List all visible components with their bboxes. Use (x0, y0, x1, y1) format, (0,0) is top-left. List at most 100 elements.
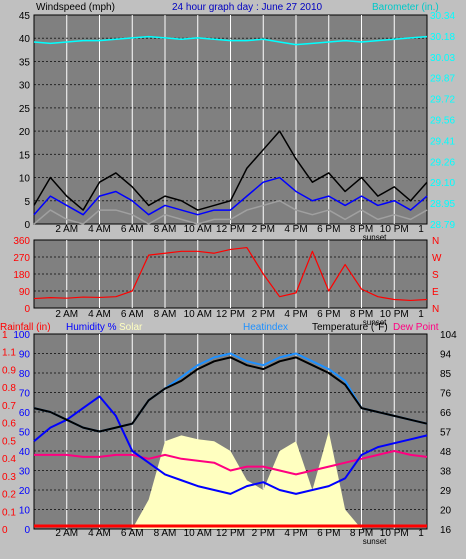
solar-series (34, 431, 427, 529)
ytick-right-0-6: 29.41 (430, 136, 455, 147)
graph-title: 24 hour graph day : June 27 2010 (172, 2, 323, 13)
xtick-2-5: 12 PM (216, 528, 245, 539)
dewpoint-line (34, 450, 428, 476)
legend-humidity: Humidity % (66, 322, 117, 333)
ytick-left-2-1: 90 (19, 350, 31, 361)
xtick-0-4: 10 AM (184, 224, 212, 235)
rain-tick-11: 0 (2, 525, 8, 536)
ytick-left-2-6: 40 (19, 447, 31, 458)
legend-rainfall: Rainfall (in) (0, 322, 51, 333)
xtick-1-4: 10 AM (184, 309, 212, 320)
xtick-1-11: 1 (418, 309, 424, 320)
solar-area (34, 431, 427, 529)
xtick-2-11: 1 (418, 528, 424, 539)
rain-tick-0: 1 (2, 330, 8, 341)
ytick-right-2-4: 66 (440, 408, 452, 419)
ytick-left-0-2: 35 (19, 57, 31, 68)
ytick-right-2-0: 104 (440, 330, 457, 341)
xtick-1-10: 10 PM (380, 309, 409, 320)
ytick-left-2-8: 20 (19, 486, 31, 497)
temperature-line (33, 356, 428, 433)
ytick-right-2-3: 76 (440, 389, 452, 400)
ytick-left-1-1: 270 (13, 253, 30, 264)
xtick-2-8: 6 PM (317, 528, 340, 539)
ytick-right-1-2: S (432, 270, 439, 281)
rain-tick-6: 0.5 (2, 436, 16, 447)
rain-tick-2: 0.9 (2, 365, 16, 376)
xtick-0-11: 1 (418, 224, 424, 235)
xtick-0-1: 4 AM (88, 224, 111, 235)
ytick-left-0-7: 10 (19, 174, 31, 185)
xtick-1-7: 4 PM (284, 309, 307, 320)
ytick-left-2-7: 30 (19, 467, 31, 478)
ytick-left-2-5: 50 (19, 428, 31, 439)
ytick-right-2-8: 29 (440, 486, 452, 497)
wind-direction-line (33, 246, 428, 302)
ytick-right-0-10: 28.79 (430, 220, 455, 231)
xtick-0-10: 10 PM (380, 224, 409, 235)
rain-tick-1: 1.1 (2, 348, 16, 359)
xtick-0-5: 12 PM (216, 224, 245, 235)
ytick-right-0-9: 28.95 (430, 199, 455, 210)
ytick-left-1-0: 360 (13, 236, 30, 247)
xtick-2-4: 10 AM (184, 528, 212, 539)
ytick-right-0-4: 29.72 (430, 95, 455, 106)
barometer-axis-title: Barometer (in.) (372, 2, 439, 13)
windspeed-axis-title: Windspeed (mph) (36, 2, 115, 13)
barometer-line (33, 35, 428, 46)
legend-solar: Solar (119, 322, 143, 333)
xtick-2-10: 10 PM (380, 528, 409, 539)
ytick-right-0-5: 29.56 (430, 116, 455, 127)
ytick-right-2-10: 16 (440, 525, 452, 536)
ytick-left-2-2: 80 (19, 369, 31, 380)
xtick-1-2: 6 AM (121, 309, 144, 320)
xtick-1-1: 4 AM (88, 309, 111, 320)
xtick-2-1: 4 AM (88, 528, 111, 539)
ytick-left-0-1: 40 (19, 34, 31, 45)
ytick-left-2-10: 0 (24, 525, 30, 536)
xtick-2-2: 6 AM (121, 528, 144, 539)
rain-tick-9: 0.2 (2, 490, 16, 501)
xtick-0-0: 2 AM (55, 224, 78, 235)
ytick-left-0-5: 20 (19, 127, 31, 138)
wind-lull-line (33, 200, 428, 225)
legend-heatindex: Heatindex (243, 322, 288, 333)
ytick-left-0-9: 0 (24, 220, 30, 231)
ytick-right-0-2: 30.03 (430, 53, 455, 64)
xtick-0-8: 6 PM (317, 224, 340, 235)
ytick-right-0-1: 30.18 (430, 32, 455, 43)
legend-dewpoint: Dew Point (393, 322, 439, 333)
ytick-right-2-7: 38 (440, 467, 452, 478)
ytick-left-0-8: 5 (24, 197, 30, 208)
xtick-0-2: 6 AM (121, 224, 144, 235)
sunset-label-1: sunset (363, 318, 387, 327)
xtick-2-0: 2 AM (55, 528, 78, 539)
ytick-right-1-1: W (432, 253, 442, 264)
ytick-right-1-4: N (432, 304, 439, 315)
ytick-right-1-3: E (432, 287, 439, 298)
wind-gust-line (33, 130, 428, 211)
axis-ticks: 45403530252015105030.3430.1830.0329.8729… (2, 11, 457, 546)
ytick-right-2-6: 48 (440, 447, 452, 458)
ytick-right-2-1: 94 (440, 350, 452, 361)
ytick-right-1-0: N (432, 236, 439, 247)
rain-tick-5: 0.6 (2, 419, 16, 430)
ytick-right-2-5: 57 (440, 428, 452, 439)
rain-tick-7: 0.4 (2, 454, 16, 465)
xtick-2-6: 2 PM (252, 528, 275, 539)
ytick-left-0-3: 30 (19, 81, 31, 92)
xtick-1-0: 2 AM (55, 309, 78, 320)
xtick-1-5: 12 PM (216, 309, 245, 320)
ytick-right-0-7: 29.26 (430, 157, 455, 168)
rain-tick-3: 0.8 (2, 383, 16, 394)
humidity-line (33, 395, 428, 495)
ytick-left-2-9: 10 (19, 506, 31, 517)
data-series (33, 35, 428, 528)
wind-average-line (33, 176, 428, 216)
ytick-left-2-3: 70 (19, 389, 31, 400)
xtick-1-6: 2 PM (252, 309, 275, 320)
ytick-right-0-0: 30.34 (430, 11, 455, 22)
ytick-right-0-3: 29.87 (430, 74, 455, 85)
xtick-0-7: 4 PM (284, 224, 307, 235)
rain-tick-8: 0.3 (2, 472, 16, 483)
